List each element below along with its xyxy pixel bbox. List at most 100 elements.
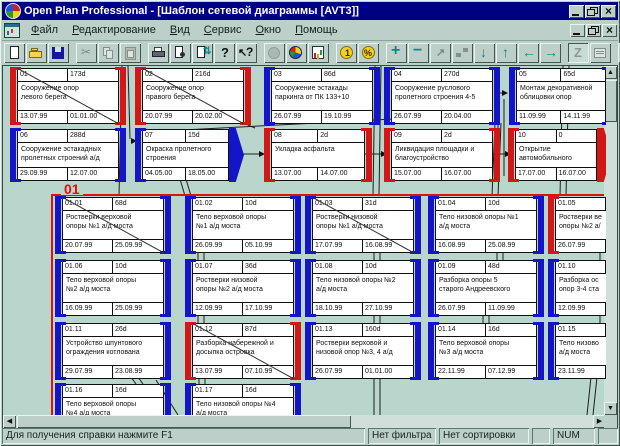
task-node-07[interactable]: 07 15d Окраска пролетного строения 04.05.00 1…	[135, 128, 244, 182]
node-left-bracket	[135, 67, 146, 125]
task-node-10[interactable]: 10 0 Открытие автомобильного 17.07.00 16.07.0…	[508, 128, 606, 182]
toolbar-button-plus[interactable]	[386, 42, 407, 63]
node-duration: 16d	[488, 326, 500, 333]
toolbar-button-arrow-up[interactable]	[496, 43, 517, 63]
task-node-01.05[interactable]: 01.05 Ростверки ве опоры №2 а/26.07.99	[548, 196, 606, 254]
node-left-bracket	[548, 259, 559, 317]
vertical-scroll-thumb[interactable]	[604, 80, 617, 122]
toolbar-button-coin-1[interactable]	[336, 43, 357, 63]
child-restore-button[interactable]	[586, 23, 601, 37]
restore-button[interactable]	[585, 4, 600, 18]
node-left-bracket	[305, 196, 316, 254]
node-start-date: 17.07.00	[516, 168, 557, 180]
node-dates: 23.11.99	[556, 365, 606, 378]
node-right-bracket	[489, 128, 500, 182]
toolbar-button-save[interactable]	[48, 43, 69, 63]
node-id: 01.16	[63, 385, 113, 397]
node-id: 02	[143, 69, 193, 81]
node-dates: 22.11.99 07.12.99	[436, 365, 536, 378]
task-node-04[interactable]: 04 270d Сооружение руслового пролетного стр…	[384, 67, 500, 125]
toolbar-button-new[interactable]	[4, 43, 25, 63]
horizontal-scrollbar[interactable]: ◀ ▶	[3, 415, 606, 428]
toolbar-button-arrow-left[interactable]	[518, 43, 539, 63]
horizontal-scroll-thumb[interactable]	[17, 415, 351, 428]
task-node-01.13[interactable]: 01.13 160d Ростверки верховой и низовой опо…	[305, 322, 421, 380]
node-dates: 16.08.99 25.08.99	[436, 239, 536, 252]
toolbar-button-open[interactable]	[26, 43, 47, 63]
node-right-bracket	[369, 67, 380, 125]
toolbar-button-chart[interactable]	[308, 43, 329, 63]
task-node-05[interactable]: 05 65d Монтаж декоративной облицовки опор 11…	[509, 67, 606, 125]
task-node-01.08[interactable]: 01.08 10d Тело низовой опоры №2 а/д моста 18…	[305, 259, 421, 317]
task-node-01.04[interactable]: 01.04 10d Тело низовой опоры №1 а/д моста 16…	[428, 196, 544, 254]
status-bar: Для получения справки нажмите F1 Нет фил…	[2, 427, 618, 444]
task-node-01.07[interactable]: 01.07 36d Ростверки низовой опоры №2 а/д мо…	[185, 259, 301, 317]
node-id: 01.09	[436, 261, 486, 273]
task-node-01[interactable]: 01 173d Сооружение опор левого берега 13.07.…	[10, 67, 126, 125]
toolbar-button-help[interactable]	[214, 43, 235, 63]
close-button[interactable]	[601, 4, 616, 18]
task-node-02[interactable]: 02 216d Сооружение опор правого берега 20.07…	[135, 67, 251, 125]
task-node-08[interactable]: 08 2d Укладка асфальта 13.07.00 14.07.00	[264, 128, 372, 182]
node-finish-date: 05.10.99	[245, 242, 273, 249]
child-close-button[interactable]	[602, 23, 617, 37]
toolbar-button-window-tile[interactable]	[618, 43, 620, 63]
scroll-right-button[interactable]: ▶	[593, 415, 606, 428]
task-node-01.09[interactable]: 01.09 48d Разборка опоры 5 старого Андреевс…	[428, 259, 544, 317]
menu-item-file[interactable]: Файл	[31, 24, 59, 36]
task-node-01.14[interactable]: 01.14 16d Тело верховой опоры №3 а/д моста 2…	[428, 322, 544, 380]
toolbar-button-arrow-down[interactable]	[474, 43, 495, 63]
node-start-date: 12.09.99	[193, 303, 243, 315]
task-node-01.06[interactable]: 01.06 10d Тело верховой опоры №2 а/д моста 1…	[55, 259, 171, 317]
minimize-button[interactable]	[569, 4, 584, 18]
node-start-date: 26.07.99	[556, 240, 606, 252]
diagram-canvas[interactable]: 01 01 173d Сооружение опор левого берега 13.…	[3, 66, 606, 415]
menu-item-window[interactable]: Окно	[255, 24, 282, 36]
node-dates: 13.07.99 07.10.99	[193, 365, 293, 378]
node-left-bracket	[428, 322, 439, 380]
menu-item-edit[interactable]: Редактирование	[72, 24, 156, 36]
toolbar-button-page-arrows[interactable]	[192, 43, 213, 63]
window-title: Open Plan Professional - [Шаблон сетевой…	[24, 5, 359, 17]
task-node-01.10[interactable]: 01.10 Разборка ос опор 3-4 ста 12.09.99	[548, 259, 606, 317]
arrow-down-icon	[476, 44, 493, 61]
menu-item-view[interactable]: Вид	[169, 24, 190, 36]
menu-item-service[interactable]: Сервис	[203, 24, 242, 36]
scroll-left-button[interactable]: ◀	[3, 415, 16, 428]
toolbar-button-coin-percent[interactable]	[358, 43, 379, 63]
menu-item-help[interactable]: Помощь	[295, 24, 338, 36]
node-finish-date: 16.07.00	[558, 170, 586, 177]
task-node-01.11[interactable]: 01.11 26d Устройство шпунтового ограждения …	[55, 322, 171, 380]
toolbar-button-arrow-right[interactable]	[540, 43, 561, 63]
task-node-03[interactable]: 03 86d Сооружение эстакады паркинга от ПК 1…	[264, 67, 380, 125]
toolbar-button-minus[interactable]	[408, 42, 429, 63]
node-description: Тело верховой опоры №2 а/д моста	[66, 277, 137, 293]
node-description: Разборка набережной и досыпка островка	[196, 340, 274, 356]
node-start-date: 20.07.99	[143, 111, 193, 123]
scroll-up-button[interactable]: ▲	[604, 66, 617, 79]
node-left-bracket	[384, 67, 395, 125]
document-window-icon[interactable]	[4, 22, 20, 38]
toolbar-button-print[interactable]	[148, 43, 169, 63]
task-node-01.15[interactable]: 01.15 Тело низово а/д моста 23.11.99	[548, 322, 606, 380]
task-node-01.02[interactable]: 01.02 10d Тело верховой опоры №1 а/д моста 2…	[185, 196, 301, 254]
toolbar-button-context-help[interactable]	[236, 43, 257, 63]
new-icon	[6, 45, 23, 61]
task-node-06[interactable]: 06 288d Сооружение эстакадных пролетных стр…	[10, 128, 126, 182]
node-finish-date: 19.10.99	[324, 113, 352, 120]
node-left-bracket	[384, 128, 395, 182]
node-finish-date: 25.08.99	[488, 242, 516, 249]
toolbar-button-preview[interactable]	[170, 43, 191, 63]
scroll-down-button[interactable]: ▼	[604, 402, 617, 415]
vertical-scrollbar[interactable]: ▲ ▼	[604, 66, 617, 428]
node-left-bracket	[10, 67, 21, 125]
node-start-date: 26.07.99	[272, 111, 322, 123]
task-node-09[interactable]: 09 2d Ликвидация площадки и благоустройство…	[384, 128, 500, 182]
child-minimize-button[interactable]	[570, 23, 585, 37]
toolbar-button-globe[interactable]	[286, 43, 307, 63]
